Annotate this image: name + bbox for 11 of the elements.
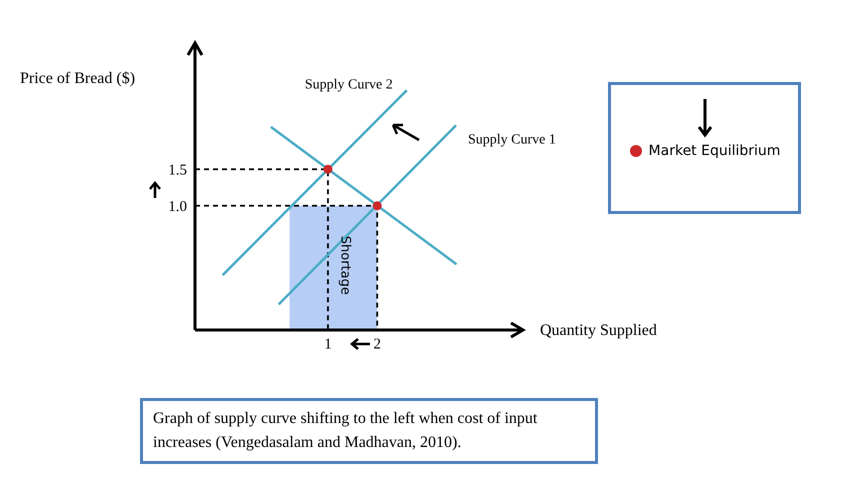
series-label: Supply Curve 1 — [468, 132, 556, 148]
y-tick-label: 1.0 — [168, 199, 187, 216]
series-label: Supply Curve 2 — [304, 77, 393, 92]
x-tick-label: 2 — [373, 336, 381, 353]
legend-label: Market Equilibrium — [648, 143, 780, 159]
text: Graph of supply curve shifting to the left when cost of input increases (Vengedasalam and Madhavan, 2010). — [140, 398, 598, 464]
x-axis-title: Quantity Supplied — [540, 322, 657, 340]
series-label: Shortage — [338, 236, 353, 295]
y-axis-title: Price of Bread ($) — [20, 70, 136, 88]
y-tick-label: 1.5 — [168, 162, 187, 179]
x-tick-label: 1 — [324, 336, 332, 353]
